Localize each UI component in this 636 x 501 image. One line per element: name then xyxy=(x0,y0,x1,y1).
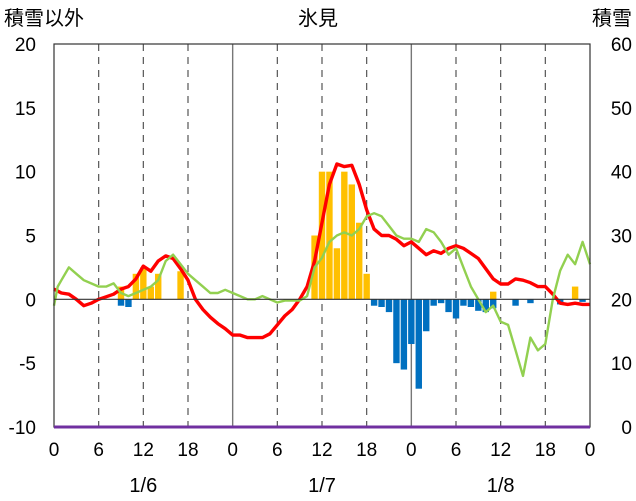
bar-negative xyxy=(490,299,497,309)
bar-negative xyxy=(117,299,125,306)
bar-positive xyxy=(140,267,147,300)
bar-positive xyxy=(326,171,333,300)
bar-negative xyxy=(445,299,452,313)
bar-negative xyxy=(378,299,385,307)
chart-title: 氷見 xyxy=(298,7,338,30)
right-y-tick-label: 10 xyxy=(611,354,632,375)
date-label: 1/6 xyxy=(129,475,157,497)
bar-positive xyxy=(147,286,154,300)
right-y-tick-label: 0 xyxy=(621,418,632,439)
bar-negative xyxy=(370,299,378,306)
right-y-tick-label: 20 xyxy=(611,290,632,311)
x-tick-label: 18 xyxy=(535,440,556,461)
left-y-tick-label: 5 xyxy=(25,227,36,248)
temperature-line xyxy=(53,162,590,340)
x-tick-label: 0 xyxy=(585,440,596,461)
x-ticks: 0 6 12 18 0 6 12 18 0 6 12 18 0 xyxy=(49,440,596,461)
left-y-tick-label: 0 xyxy=(25,290,36,311)
bar-positive xyxy=(177,271,184,300)
right-y-tick-label: 30 xyxy=(611,227,632,248)
date-labels: 1/6 1/7 1/8 xyxy=(129,475,514,497)
bar-positive xyxy=(341,171,348,300)
left-y-tick-label: 10 xyxy=(15,163,36,184)
left-y-tick-label: 20 xyxy=(15,35,36,56)
x-tick-label: 12 xyxy=(133,440,154,461)
left-y-tick-label: -5 xyxy=(19,354,36,375)
right-y-tick-label: 40 xyxy=(611,163,632,184)
bar-positive xyxy=(333,248,341,300)
bar-negative xyxy=(423,299,430,332)
x-tick-label: 18 xyxy=(177,440,198,461)
x-tick-label: 6 xyxy=(451,440,462,461)
bar-positive xyxy=(363,273,370,300)
x-tick-label: 0 xyxy=(227,440,238,461)
right-y-ticks: 60 50 40 30 20 10 0 xyxy=(611,35,632,439)
bar-positive xyxy=(571,286,579,300)
left-axis-title: 積雪以外 xyxy=(4,7,84,30)
left-y-ticks: 20 15 10 5 0 -5 -10 xyxy=(9,35,36,439)
x-tick-label: 18 xyxy=(356,440,377,461)
bar-negative xyxy=(393,299,400,364)
grid xyxy=(98,44,546,427)
bar-negative xyxy=(415,299,422,389)
bar-positive xyxy=(132,273,140,300)
plot-frame xyxy=(53,43,591,429)
snow-depth-line xyxy=(52,212,592,378)
x-tick-label: 6 xyxy=(272,440,283,461)
bar-negative xyxy=(430,299,437,306)
bar-positive xyxy=(318,171,326,300)
bar-negative xyxy=(579,299,586,302)
x-tick-label: 12 xyxy=(311,440,332,461)
bar-negative xyxy=(408,299,415,345)
bar-negative xyxy=(460,299,467,306)
bar-negative xyxy=(467,299,475,307)
bar-series xyxy=(117,171,586,389)
right-y-tick-label: 50 xyxy=(611,99,632,120)
bar-positive xyxy=(348,184,355,300)
bar-negative xyxy=(452,299,460,319)
x-tick-label: 6 xyxy=(93,440,104,461)
bar-negative xyxy=(385,299,393,313)
bar-negative xyxy=(527,299,534,304)
bar-positive xyxy=(490,291,497,300)
left-y-tick-label: -10 xyxy=(9,418,36,439)
bar-positive xyxy=(356,222,363,300)
bar-positive xyxy=(155,273,162,300)
bar-negative xyxy=(400,299,408,370)
left-y-tick-label: 15 xyxy=(15,99,36,120)
x-tick-label: 12 xyxy=(490,440,511,461)
line-series xyxy=(52,162,592,378)
date-label: 1/7 xyxy=(308,475,336,497)
bar-negative xyxy=(437,299,445,304)
bar-negative xyxy=(482,299,489,313)
x-tick-label: 0 xyxy=(406,440,417,461)
x-tick-label: 0 xyxy=(49,440,60,461)
date-label: 1/8 xyxy=(487,475,515,497)
bar-negative xyxy=(475,299,482,311)
bar-negative xyxy=(125,299,132,307)
right-y-tick-label: 60 xyxy=(611,35,632,56)
right-axis-title: 積雪 xyxy=(592,7,632,30)
bar-negative xyxy=(512,299,519,306)
